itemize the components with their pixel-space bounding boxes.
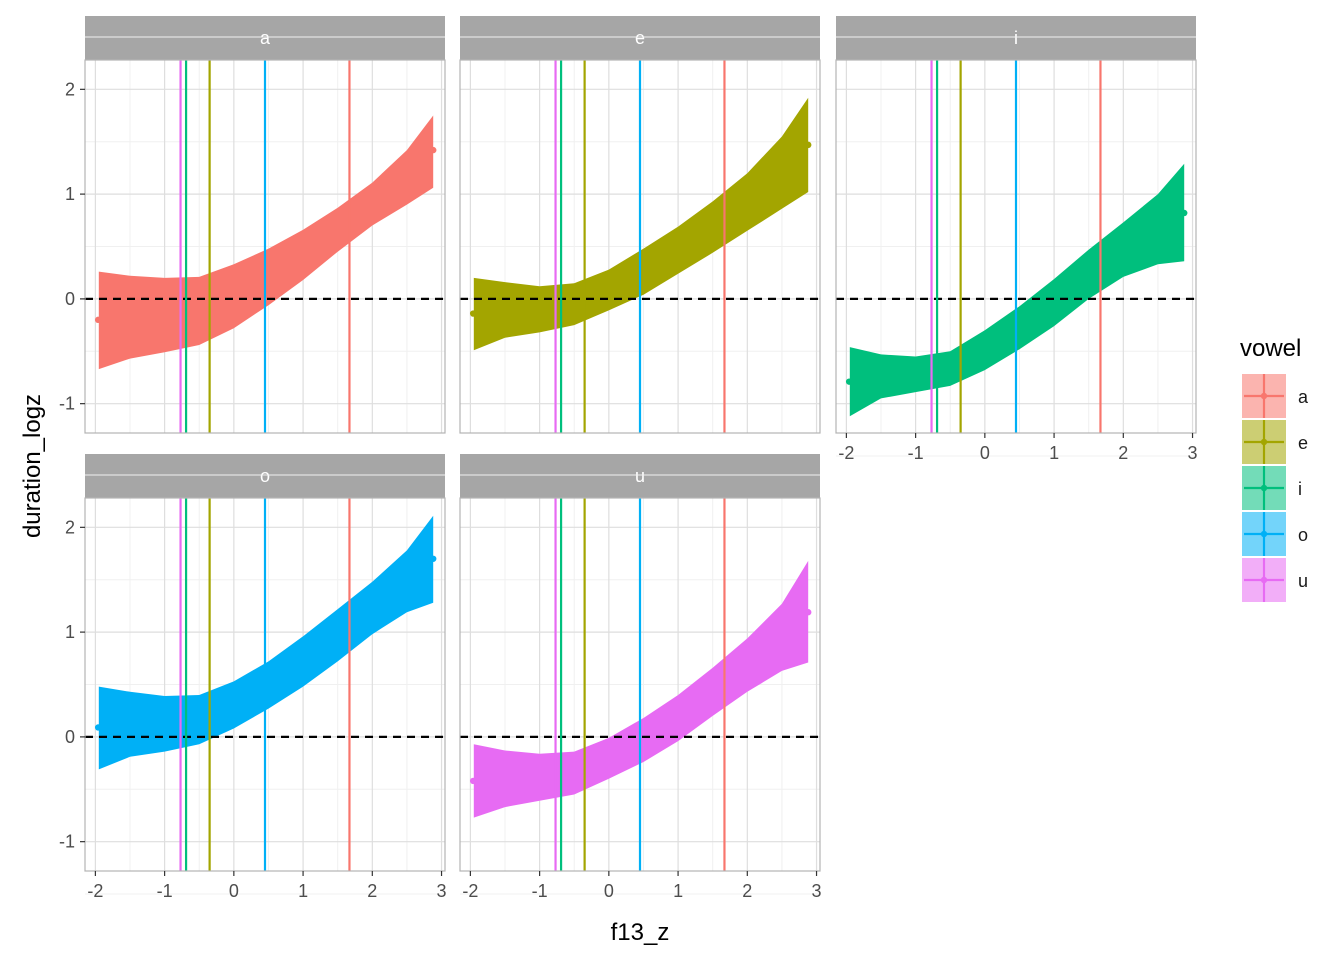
legend-point bbox=[1260, 438, 1268, 446]
facet-panels: a -1 0 1 2 e i -2 -1 0 1 2 3 o -1 0 1 2 -2 -1 0 1 2 3 u -2 -1 0 1 2 3 bbox=[59, 16, 1198, 901]
y-tick-label: -1 bbox=[59, 394, 75, 414]
y-tick-label: 2 bbox=[65, 79, 75, 99]
point-start bbox=[469, 310, 477, 317]
ribbon-a bbox=[98, 115, 434, 370]
facet-strip-label: a bbox=[260, 28, 271, 48]
x-tick-label: 0 bbox=[980, 443, 990, 463]
ribbon-i bbox=[849, 163, 1185, 417]
point-end bbox=[805, 141, 812, 149]
ribbon-u bbox=[473, 560, 809, 818]
legend-key-i: i bbox=[1242, 466, 1302, 510]
legend-point bbox=[1260, 484, 1268, 492]
panel-border bbox=[84, 59, 446, 434]
x-axis-title: f13_z bbox=[611, 919, 670, 946]
x-tick-label: 3 bbox=[812, 881, 822, 901]
point-start bbox=[94, 724, 102, 731]
point-end bbox=[430, 555, 437, 562]
legend-keys: a e i o u bbox=[1242, 374, 1309, 602]
point-end bbox=[1181, 209, 1188, 217]
y-tick-label: 0 bbox=[65, 289, 75, 309]
facet-panel-o: o -1 0 1 2 -2 -1 0 1 2 3 bbox=[59, 454, 447, 901]
y-tick-label: 0 bbox=[65, 727, 75, 747]
panel-border bbox=[84, 497, 446, 872]
x-tick-label: 3 bbox=[437, 881, 447, 901]
ribbon-o bbox=[98, 515, 434, 770]
x-tick-label: 2 bbox=[1118, 443, 1128, 463]
facet-panel-a: a -1 0 1 2 bbox=[59, 16, 446, 457]
x-tick-label: 0 bbox=[604, 881, 614, 901]
point-end bbox=[430, 146, 437, 154]
x-tick-label: 1 bbox=[298, 881, 308, 901]
legend-label: e bbox=[1298, 433, 1308, 453]
x-tick-label: 0 bbox=[229, 881, 239, 901]
legend-label: a bbox=[1298, 387, 1309, 407]
point-end bbox=[805, 609, 812, 616]
facet-panel-e: e bbox=[459, 16, 821, 457]
x-tick-label: -1 bbox=[157, 881, 173, 901]
legend-point bbox=[1260, 576, 1268, 584]
x-tick-label: 2 bbox=[367, 881, 377, 901]
facet-strip-label: e bbox=[635, 28, 645, 48]
y-tick-label: 1 bbox=[65, 184, 75, 204]
point-start bbox=[469, 777, 477, 785]
legend-label: o bbox=[1298, 525, 1308, 545]
y-tick-label: 1 bbox=[65, 622, 75, 642]
facet-strip bbox=[836, 16, 1196, 60]
x-tick-label: -2 bbox=[838, 443, 854, 463]
legend-label: u bbox=[1298, 571, 1308, 591]
y-tick-label: -1 bbox=[59, 832, 75, 852]
facet-strip bbox=[460, 16, 820, 60]
legend-key-e: e bbox=[1242, 420, 1308, 464]
x-tick-label: -1 bbox=[532, 881, 548, 901]
x-tick-label: -2 bbox=[462, 881, 478, 901]
legend-title: vowel bbox=[1240, 335, 1301, 362]
legend-point bbox=[1260, 530, 1268, 538]
panel-border bbox=[835, 59, 1197, 434]
legend-label: i bbox=[1298, 479, 1302, 499]
facet-panel-u: u -2 -1 0 1 2 3 bbox=[459, 454, 822, 901]
facet-strip-label: i bbox=[1014, 28, 1018, 48]
legend-key-a: a bbox=[1242, 374, 1309, 418]
legend: vowel a e i o u bbox=[1240, 335, 1309, 602]
panel-border bbox=[459, 497, 821, 872]
legend-point bbox=[1260, 392, 1268, 400]
legend-key-o: o bbox=[1242, 512, 1308, 556]
ribbon-e bbox=[473, 97, 809, 351]
facet-strip bbox=[85, 16, 445, 60]
facet-strip bbox=[460, 454, 820, 498]
y-axis-title: duration_logz bbox=[19, 394, 46, 538]
facet-strip-label: u bbox=[635, 466, 645, 486]
x-tick-label: 1 bbox=[1049, 443, 1059, 463]
x-tick-label: 2 bbox=[742, 881, 752, 901]
facet-panel-i: i -2 -1 0 1 2 3 bbox=[835, 16, 1198, 463]
legend-key-u: u bbox=[1242, 558, 1308, 602]
point-start bbox=[845, 378, 853, 385]
facet-strip-label: o bbox=[260, 466, 270, 486]
x-tick-label: 1 bbox=[673, 881, 683, 901]
facet-strip bbox=[85, 454, 445, 498]
x-tick-label: -2 bbox=[87, 881, 103, 901]
x-tick-label: 3 bbox=[1188, 443, 1198, 463]
panel-border bbox=[459, 59, 821, 434]
y-tick-label: 2 bbox=[65, 517, 75, 537]
x-tick-label: -1 bbox=[908, 443, 924, 463]
point-start bbox=[94, 316, 102, 324]
